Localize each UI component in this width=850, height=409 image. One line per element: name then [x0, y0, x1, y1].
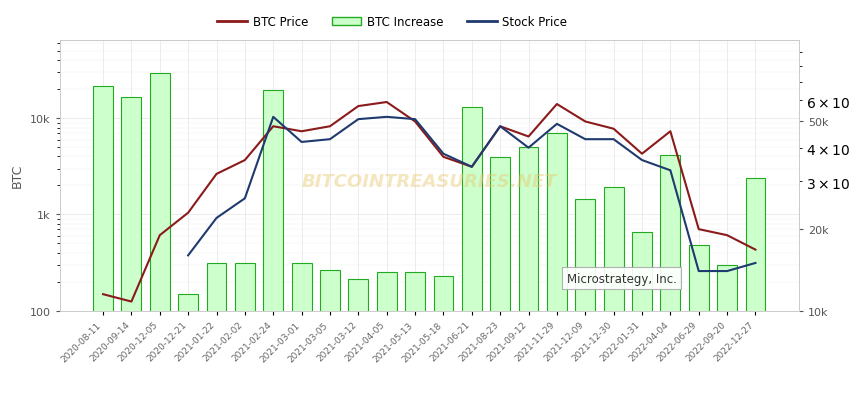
Bar: [660, 155, 680, 409]
Bar: [575, 200, 595, 409]
Bar: [717, 265, 737, 409]
Bar: [604, 188, 624, 409]
Bar: [434, 276, 453, 409]
Bar: [405, 272, 425, 409]
Bar: [292, 263, 312, 409]
Bar: [547, 134, 567, 409]
Legend: BTC Price, BTC Increase, Stock Price: BTC Price, BTC Increase, Stock Price: [212, 12, 572, 34]
Bar: [122, 97, 141, 409]
Y-axis label: BTC: BTC: [11, 164, 24, 188]
Bar: [377, 272, 397, 409]
Bar: [745, 178, 765, 409]
Bar: [178, 294, 198, 409]
Bar: [235, 263, 255, 409]
Bar: [207, 263, 226, 409]
Bar: [150, 74, 170, 409]
Bar: [518, 147, 538, 409]
Bar: [688, 245, 709, 409]
Text: BITCOINTREASURIES.NET: BITCOINTREASURIES.NET: [302, 172, 557, 190]
Bar: [94, 87, 113, 409]
Bar: [264, 91, 283, 409]
Text: Microstrategy, Inc.: Microstrategy, Inc.: [567, 272, 677, 285]
Bar: [348, 279, 368, 409]
Bar: [320, 271, 340, 409]
Bar: [632, 232, 652, 409]
Bar: [490, 158, 510, 409]
Bar: [462, 108, 482, 409]
